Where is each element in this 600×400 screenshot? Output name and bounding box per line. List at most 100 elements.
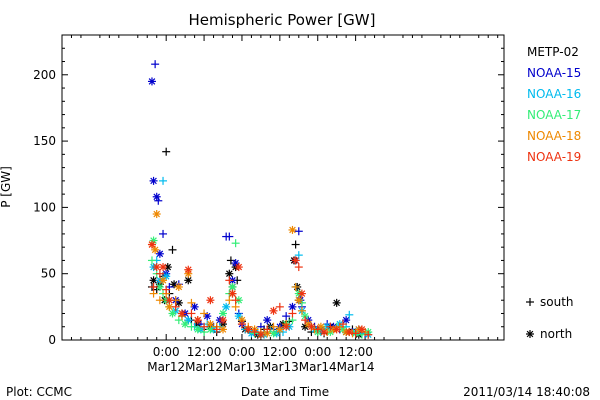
- marker-legend-symbol: [526, 298, 534, 306]
- data-point: [297, 306, 306, 315]
- data-point: [159, 176, 168, 185]
- data-point: [275, 302, 284, 311]
- x-axis-label: Date and Time: [241, 385, 329, 399]
- data-point: [228, 289, 237, 298]
- data-point: [200, 322, 209, 331]
- data-point: [181, 320, 190, 329]
- data-point: [364, 330, 373, 339]
- x-tick-date-label: Mar13: [261, 360, 299, 374]
- data-point: [357, 325, 366, 334]
- x-tick-date-label: Mar14: [337, 360, 375, 374]
- legend-item: NOAA-19: [527, 150, 581, 164]
- data-point: [152, 192, 161, 201]
- data-point: [320, 328, 329, 337]
- y-tick-label: 200: [33, 68, 56, 82]
- series-noaa-18: [147, 210, 370, 338]
- series-metp-02: [147, 147, 370, 339]
- x-tick-time-label: 0:00: [153, 345, 180, 359]
- data-point: [228, 282, 237, 291]
- data-point: [297, 289, 306, 298]
- plot-frame: [61, 34, 505, 341]
- data-point: [332, 298, 341, 307]
- data-point: [225, 276, 234, 285]
- x-tick-date-label: Mar12: [147, 360, 185, 374]
- data-point: [149, 176, 158, 185]
- chart-title: Hemispheric Power [GW]: [189, 11, 376, 29]
- y-tick-label: 50: [41, 267, 56, 281]
- legend-item: NOAA-15: [527, 66, 581, 80]
- data-point: [155, 269, 164, 278]
- data-point: [151, 245, 160, 254]
- data-point: [338, 320, 347, 329]
- data-point: [177, 309, 186, 318]
- y-tick-label: 0: [48, 333, 56, 347]
- series-noaa-15: [147, 60, 370, 338]
- x-axis: 0:00Mar1212:00Mar120:00Mar1312:00Mar130:…: [70, 35, 499, 374]
- data-point: [151, 60, 160, 69]
- data-point: [206, 320, 215, 329]
- data-point: [263, 325, 272, 334]
- data-point: [301, 316, 310, 325]
- footer-source: Plot: CCMC: [6, 385, 72, 399]
- data-point: [294, 251, 303, 260]
- footer-timestamp: 2011/03/14 18:40:08: [463, 385, 590, 399]
- y-axis: 0 50 100 150 200: [33, 47, 504, 347]
- marker-legend-label: south: [540, 295, 574, 309]
- data-point: [313, 325, 322, 334]
- x-tick-time-label: 12:00: [338, 345, 373, 359]
- data-point: [231, 296, 240, 305]
- data-point: [269, 322, 278, 331]
- data-point: [225, 232, 234, 241]
- data-point: [149, 282, 158, 291]
- data-point: [269, 306, 278, 315]
- legend: METP-02 NOAA-15 NOAA-16 NOAA-17 NOAA-18 NOAA-…: [527, 45, 581, 164]
- data-point: [256, 330, 265, 339]
- data-point: [234, 263, 243, 272]
- data-point: [206, 296, 215, 305]
- data-point: [159, 229, 168, 238]
- marker-legend: south north: [526, 295, 574, 341]
- data-point: [294, 263, 303, 272]
- data-point: [288, 225, 297, 234]
- data-point: [162, 285, 171, 294]
- data-point: [165, 296, 174, 305]
- data-point: [187, 309, 196, 318]
- x-tick-time-label: 0:00: [228, 345, 255, 359]
- data-point: [282, 322, 291, 331]
- x-tick-time-label: 12:00: [263, 345, 298, 359]
- data-point: [275, 325, 284, 334]
- data-point: [307, 322, 316, 331]
- data-point: [282, 312, 291, 321]
- data-point: [168, 245, 177, 254]
- data-point: [154, 196, 163, 205]
- data-point: [193, 325, 202, 334]
- data-point: [159, 276, 168, 285]
- data-point: [168, 309, 177, 318]
- data-point: [263, 316, 272, 325]
- series-noaa-19: [147, 240, 373, 339]
- data-point: [155, 249, 164, 258]
- data-point: [162, 147, 171, 156]
- x-tick-time-label: 12:00: [187, 345, 222, 359]
- data-point: [291, 282, 300, 291]
- data-point: [193, 316, 202, 325]
- data-point: [291, 240, 300, 249]
- legend-item: NOAA-18: [527, 129, 581, 143]
- data-point: [147, 240, 156, 249]
- x-tick-date-label: Mar14: [299, 360, 337, 374]
- data-point: [291, 256, 300, 265]
- data-point: [288, 309, 297, 318]
- data-point: [294, 296, 303, 305]
- data-point: [237, 320, 246, 329]
- y-tick-label: 150: [33, 134, 56, 148]
- y-tick-label: 100: [33, 200, 56, 214]
- data-point: [332, 325, 341, 334]
- x-tick-date-label: Mar12: [185, 360, 223, 374]
- data-point: [244, 325, 253, 334]
- data-point: [219, 316, 228, 325]
- data-point: [170, 280, 179, 289]
- data-point: [345, 310, 354, 319]
- legend-item: METP-02: [527, 45, 579, 59]
- marker-legend-symbol: [526, 330, 534, 338]
